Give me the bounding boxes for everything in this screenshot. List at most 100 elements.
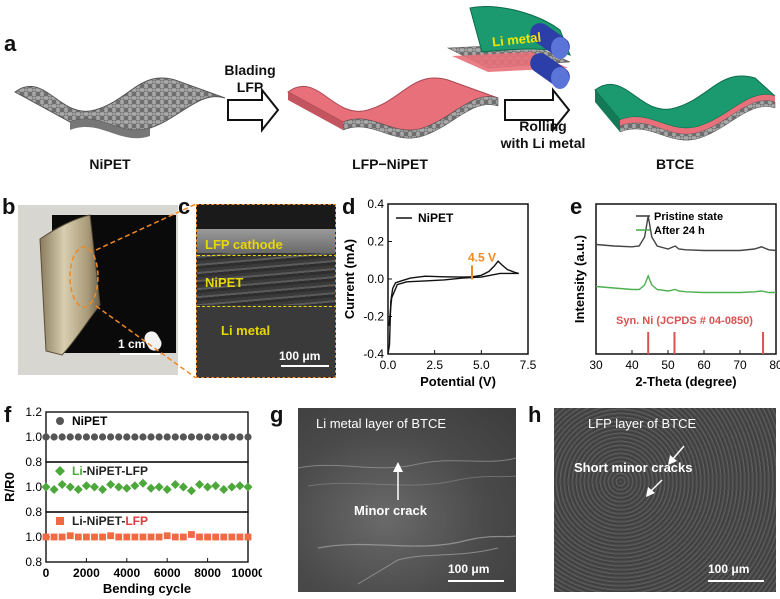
sem-c-scale-label: 100 μm — [279, 349, 321, 363]
f-ytick-label: 1.2 — [25, 406, 42, 419]
f-point-li-nipet-lfp — [186, 486, 196, 496]
f-point-li-nipet-lfp-red — [91, 533, 98, 541]
d-xtick-label: 5.0 — [473, 358, 490, 372]
photo-scale-bar-line — [120, 353, 160, 355]
photo-metal-strip — [39, 214, 162, 356]
f-point-nipet — [74, 433, 82, 441]
e-xtick-label: 70 — [733, 358, 747, 372]
f-legend-marker — [56, 417, 64, 425]
f-legend-label: Li-NiPET-LFP — [72, 514, 148, 528]
e-xtick-label: 30 — [589, 358, 603, 372]
photo-btce-bent: 1 cm — [18, 205, 178, 375]
sem-lfp-layer: LFP layer of BTCE Short minor cracks 100… — [554, 408, 776, 592]
sem-label-lfp: LFP cathode — [205, 237, 283, 252]
caption-btce: BTCE — [655, 156, 695, 172]
f-point-nipet — [195, 433, 204, 441]
f-point-nipet — [123, 433, 131, 441]
f-xtick-label: 10000 — [231, 566, 262, 580]
f-point-li-nipet-lfp — [146, 483, 156, 493]
step1-label-line2: LFP — [236, 79, 264, 95]
d-legend-label: NiPET — [418, 211, 454, 225]
f-point-li-nipet-lfp-red — [228, 533, 236, 541]
d-xtick-label: 0.0 — [380, 358, 397, 372]
sem-c-scale-bar — [281, 365, 329, 367]
sem-label-nipet: NiPET — [205, 275, 244, 290]
f-point-li-nipet-lfp-red — [196, 533, 203, 541]
f-point-li-nipet-lfp — [235, 481, 245, 491]
e-legend-label: After 24 h — [654, 225, 705, 237]
arrow-rolling — [504, 87, 571, 133]
f-point-li-nipet-lfp — [114, 482, 124, 492]
f-point-li-nipet-lfp-red — [58, 533, 66, 541]
f-point-li-nipet-lfp — [203, 482, 213, 492]
f-point-li-nipet-lfp — [162, 485, 172, 494]
f-point-nipet — [66, 433, 74, 441]
f-point-li-nipet-lfp — [41, 482, 51, 492]
e-xtick-label: 60 — [697, 358, 711, 372]
f-point-li-nipet-lfp — [170, 480, 180, 489]
d-ytick-label: -0.4 — [363, 347, 384, 361]
f-point-nipet — [131, 433, 139, 441]
f-xlabel: Bending cycle — [103, 581, 191, 596]
xrd-chart: 30 40 50 60 70 80 2-Theta (degree) Intensity (a… — [572, 203, 780, 389]
sem-h-scale-bar — [708, 580, 764, 582]
d-series-line — [387, 260, 519, 355]
f-ylabel: R/R0 — [2, 472, 17, 502]
f-xtick-label: 6000 — [154, 566, 181, 580]
sem-g-scale-label: 100 μm — [448, 562, 490, 576]
f-point-nipet — [82, 433, 90, 441]
e-xtick-label: 40 — [625, 358, 639, 372]
f-point-li-nipet-lfp-red — [147, 533, 155, 541]
f-point-li-nipet-lfp — [130, 481, 140, 491]
rolling-illustration — [446, 6, 571, 89]
f-point-li-nipet-lfp — [73, 485, 83, 494]
f-legend-marker — [55, 466, 65, 476]
f-xtick-label: 2000 — [73, 566, 100, 580]
nipet-fabric — [14, 77, 226, 139]
f-point-li-nipet-lfp — [219, 485, 229, 494]
f-point-li-nipet-lfp-red — [204, 533, 211, 541]
f-point-li-nipet-lfp — [178, 482, 188, 492]
f-point-nipet — [228, 433, 236, 441]
f-point-li-nipet-lfp-red — [123, 533, 131, 541]
f-point-nipet — [220, 433, 228, 441]
btce-sheet — [594, 75, 776, 141]
f-point-li-nipet-lfp — [243, 482, 253, 492]
f-point-li-nipet-lfp-red — [179, 533, 187, 541]
photo-scale-bar-label: 1 cm — [118, 337, 146, 351]
e-ylabel: Intensity (a.u.) — [572, 235, 587, 323]
f-point-li-nipet-lfp-red — [66, 532, 74, 540]
f-point-nipet — [115, 433, 123, 441]
f-point-nipet — [90, 433, 99, 441]
f-point-li-nipet-lfp-red — [236, 533, 244, 541]
f-point-li-nipet-lfp-red — [74, 533, 82, 541]
d-ylabel: Current (mA) — [342, 239, 357, 319]
f-point-li-nipet-lfp-red — [188, 531, 195, 538]
f-point-li-nipet-lfp-red — [220, 533, 228, 541]
f-point-li-nipet-lfp — [195, 480, 205, 489]
f-point-li-nipet-lfp-red — [107, 532, 115, 540]
step2-label-line1: Rolling — [519, 118, 567, 134]
bending-chart: 0.8 1.0 1.2 NiPET 0.8 1.0 Li-NiPET-LFP 0.8 1.0 Li… — [2, 406, 262, 596]
f-point-nipet — [42, 433, 50, 441]
panel-label-b: b — [2, 194, 16, 219]
f-point-li-nipet-lfp-red — [244, 533, 252, 541]
f-point-nipet — [50, 433, 58, 441]
f-point-li-nipet-lfp-red — [139, 533, 147, 541]
e-series-line — [595, 274, 776, 294]
f-point-nipet — [155, 433, 163, 441]
f-point-li-nipet-lfp — [98, 485, 108, 494]
f-point-li-nipet-lfp — [211, 481, 221, 491]
caption-nipet: NiPET — [89, 156, 131, 172]
f-xtick-label: 0 — [43, 566, 50, 580]
f-point-li-nipet-lfp — [154, 482, 164, 492]
panel-label-f: f — [4, 402, 12, 427]
d-xlabel: Potential (V) — [420, 374, 496, 389]
d-xtick-label: 2.5 — [426, 358, 443, 372]
f-point-nipet — [179, 433, 187, 441]
d-xtick-label: 7.5 — [520, 358, 537, 372]
f-point-nipet — [139, 433, 147, 441]
sem-g-scale-bar — [448, 580, 504, 582]
f-point-li-nipet-lfp — [106, 480, 116, 489]
sem-g-title: Li metal layer of BTCE — [316, 416, 447, 431]
